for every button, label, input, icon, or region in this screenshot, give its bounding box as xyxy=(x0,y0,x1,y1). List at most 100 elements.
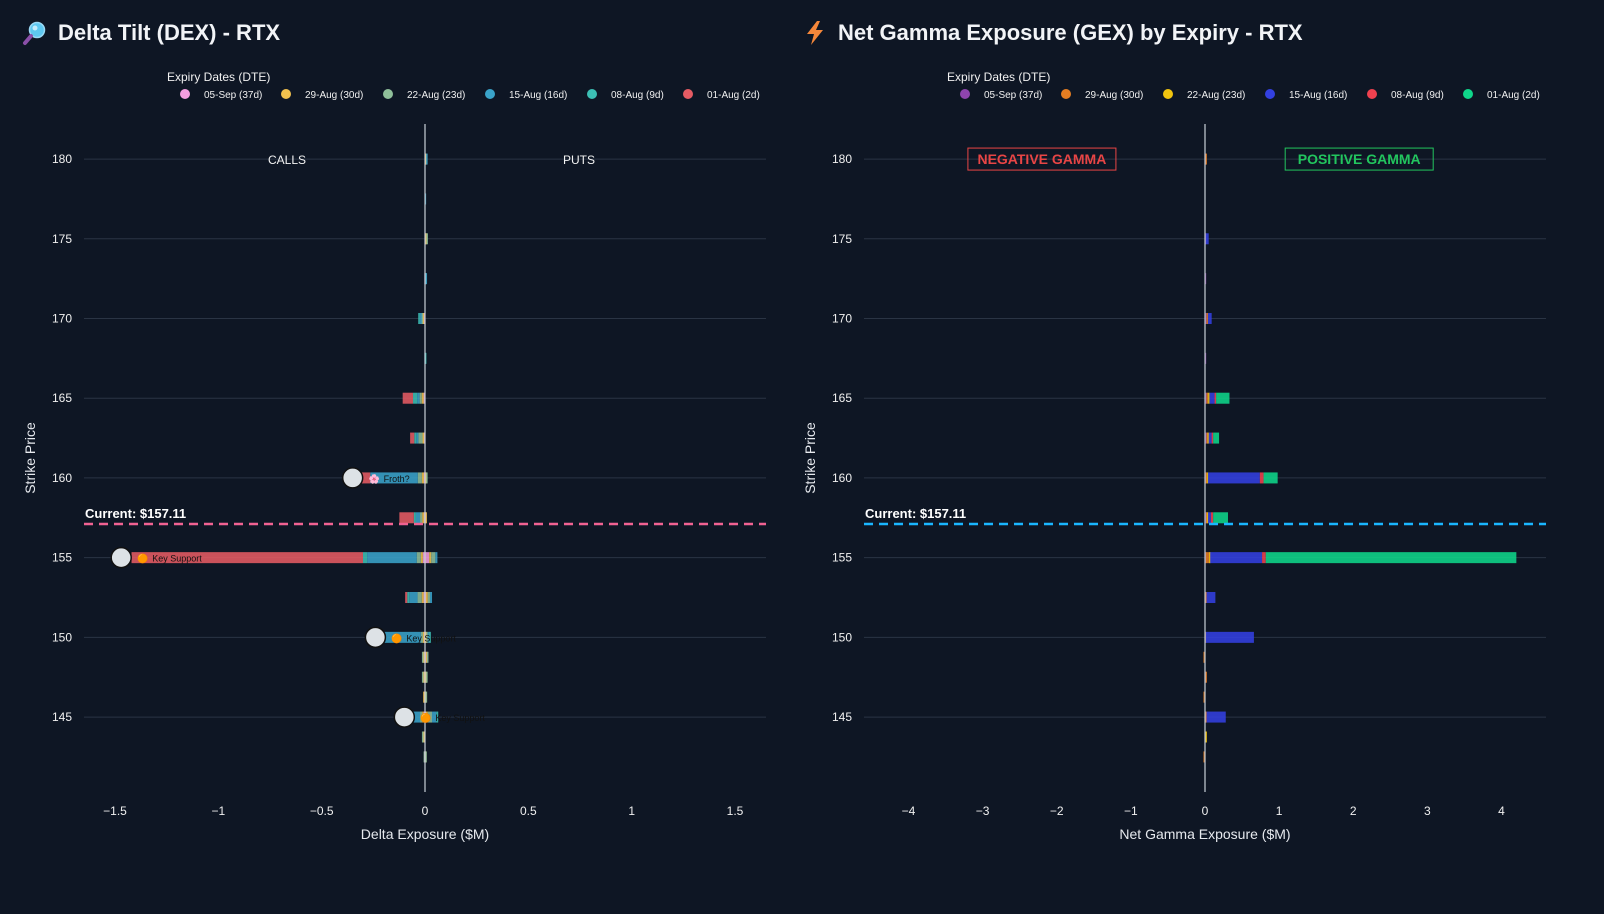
marker-point xyxy=(110,546,132,569)
x-tick-label: 0 xyxy=(1202,804,1209,818)
bar-segment xyxy=(422,671,425,683)
current-price-label: Current: $157.11 xyxy=(865,506,966,521)
legend-entry: 29-Aug (30d) xyxy=(305,90,363,101)
bar-segment xyxy=(418,313,420,325)
bar-segment xyxy=(419,392,422,404)
gex-title-text: Net Gamma Exposure (GEX) by Expiry - RTX xyxy=(838,20,1303,45)
magnifier-icon xyxy=(23,21,46,45)
bar-segment xyxy=(1207,392,1210,404)
bar-segment xyxy=(421,591,424,603)
marker-emoji: 🟠 xyxy=(391,632,402,643)
bar-segment xyxy=(415,512,421,524)
bar-segment xyxy=(431,552,436,564)
bar-segment xyxy=(1259,472,1264,484)
bar-segment xyxy=(421,651,424,663)
bar-segment xyxy=(423,711,426,723)
legend-swatch xyxy=(180,89,190,99)
bar-segment xyxy=(1203,691,1206,703)
dex-panel: Delta Tilt (DEX) - RTX Expiry Dates (DTE… xyxy=(0,0,790,914)
bar-segment xyxy=(1205,153,1207,165)
bar-segment xyxy=(425,631,427,643)
bar-segment xyxy=(413,512,416,524)
legend-swatch xyxy=(1061,89,1071,99)
marker-emoji: 🌸 xyxy=(369,473,380,484)
marker-emoji: 🟠 xyxy=(137,553,148,564)
bar-segment xyxy=(426,631,428,643)
bar-segment xyxy=(402,392,414,404)
bar-segment xyxy=(1206,432,1209,444)
bar-segment xyxy=(435,552,438,564)
bar-segment xyxy=(413,392,418,404)
bar-segment xyxy=(425,751,427,763)
x-tick-label: −3 xyxy=(976,804,990,818)
y-tick-label: 175 xyxy=(52,232,72,246)
bar-segment xyxy=(421,731,424,743)
bar-segment xyxy=(426,472,428,484)
bar-segment xyxy=(423,313,426,325)
bar-segment xyxy=(1210,552,1263,564)
bar-segment xyxy=(417,472,422,484)
bar-segment xyxy=(1216,392,1230,404)
bar-segment xyxy=(1206,472,1209,484)
bar-segment xyxy=(427,711,433,723)
y-tick-label: 170 xyxy=(52,312,72,326)
y-tick-label: 155 xyxy=(832,551,852,565)
bar-segment xyxy=(1205,591,1207,603)
legend-entry: 22-Aug (23d) xyxy=(1187,90,1245,101)
bar-segment xyxy=(1206,392,1209,404)
legend-entry: 01-Aug (2d) xyxy=(707,90,760,101)
gex-title: Net Gamma Exposure (GEX) by Expiry - RTX xyxy=(802,20,1303,46)
bar-segment xyxy=(383,631,421,643)
positive-gamma-label: POSITIVE GAMMA xyxy=(1298,151,1421,167)
marker-point xyxy=(341,467,364,489)
bar-segment xyxy=(424,352,427,364)
bar-segment xyxy=(1203,651,1206,663)
bar-segment xyxy=(1209,552,1211,564)
y-tick-label: 150 xyxy=(832,630,852,644)
x-tick-label: −4 xyxy=(902,804,916,818)
legend-swatch xyxy=(587,89,597,99)
bar-segment xyxy=(422,552,425,564)
bar-segment xyxy=(1205,631,1254,643)
bar-segment xyxy=(432,711,437,723)
dex-chart: Expiry Dates (DTE) 05-Sep (37d) 29-Aug (30… xyxy=(22,70,766,842)
bar-segment xyxy=(425,233,428,245)
x-tick-label: −1.5 xyxy=(103,804,127,818)
bar-segment xyxy=(1262,552,1266,564)
legend-entry: 15-Aug (16d) xyxy=(1289,90,1347,101)
legend-swatch xyxy=(1265,89,1275,99)
y-tick-label: 165 xyxy=(832,391,852,405)
bar-segment xyxy=(422,651,425,663)
bar-segment xyxy=(367,552,417,564)
bar-segment xyxy=(1205,472,1208,484)
bar-segment xyxy=(1205,233,1209,245)
bar-segment xyxy=(425,512,427,524)
bar-segment xyxy=(418,432,423,444)
positive-gamma-box xyxy=(1284,147,1434,171)
bar-segment xyxy=(420,711,423,723)
bar-segment xyxy=(423,392,426,404)
bar-segment xyxy=(422,512,425,524)
bar-segment xyxy=(1209,392,1215,404)
bar-segment xyxy=(1214,392,1217,404)
x-tick-label: 2 xyxy=(1350,804,1357,818)
legend-entry: 15-Aug (16d) xyxy=(509,90,567,101)
bar-segment xyxy=(423,691,425,703)
bar-segment xyxy=(421,472,424,484)
bar-segment xyxy=(422,731,425,743)
x-tick-label: 1.5 xyxy=(727,804,744,818)
x-tick-label: −2 xyxy=(1050,804,1064,818)
bar-segment xyxy=(131,552,363,564)
y-tick-label: 145 xyxy=(832,710,852,724)
y-tick-label: 145 xyxy=(52,710,72,724)
gex-chart: Expiry Dates (DTE) 05-Sep (37d) 29-Aug (30… xyxy=(802,70,1546,842)
x-tick-label: −1 xyxy=(1124,804,1138,818)
marker-emoji: 🟠 xyxy=(420,712,431,723)
bar-segment xyxy=(1265,552,1517,564)
marker-label: Key Support xyxy=(152,554,202,564)
lightning-icon xyxy=(807,21,823,45)
bar-segment xyxy=(1207,313,1212,325)
legend-entry: 05-Sep (37d) xyxy=(984,90,1042,101)
gex-panel: Net Gamma Exposure (GEX) by Expiry - RTX… xyxy=(780,0,1570,914)
legend-entry: 05-Sep (37d) xyxy=(204,90,262,101)
